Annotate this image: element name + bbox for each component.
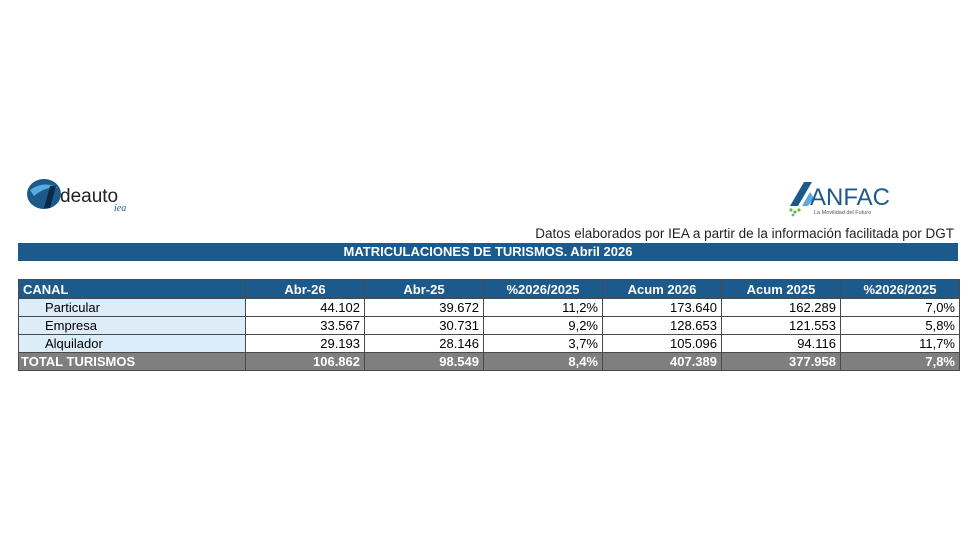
total-cell: 106.862 — [245, 352, 365, 371]
col-header-abr-26: Abr-26 — [245, 279, 365, 299]
col-header-pct-month: %2026/2025 — [483, 279, 603, 299]
cell: 3,7% — [483, 334, 603, 353]
row-label: Alquilador — [18, 334, 246, 353]
cell: 105.096 — [602, 334, 722, 353]
col-header-acum-2025: Acum 2025 — [721, 279, 841, 299]
cell: 11,2% — [483, 298, 603, 317]
cell: 33.567 — [245, 316, 365, 335]
table-row: Alquilador 29.193 28.146 3,7% 105.096 94… — [18, 334, 960, 353]
col-header-pct-acum: %2026/2025 — [840, 279, 960, 299]
ideauto-logo: deauto iea — [27, 179, 126, 214]
anfac-logo: ANFAC La Movilidad del Futuro — [789, 182, 890, 217]
total-cell: 407.389 — [602, 352, 722, 371]
source-note: Datos elaborados por IEA a partir de la … — [535, 226, 954, 241]
cell: 39.672 — [364, 298, 484, 317]
cell: 11,7% — [840, 334, 960, 353]
cell: 44.102 — [245, 298, 365, 317]
total-cell: 377.958 — [721, 352, 841, 371]
cell: 162.289 — [721, 298, 841, 317]
total-row: TOTAL TURISMOS 106.862 98.549 8,4% 407.3… — [18, 352, 960, 371]
cell: 30.731 — [364, 316, 484, 335]
cell: 121.553 — [721, 316, 841, 335]
col-header-acum-2026: Acum 2026 — [602, 279, 722, 299]
total-cell: 98.549 — [364, 352, 484, 371]
cell: 173.640 — [602, 298, 722, 317]
cell: 29.193 — [245, 334, 365, 353]
table-title: MATRICULACIONES DE TURISMOS. Abril 2026 — [18, 243, 958, 261]
cell: 7,0% — [840, 298, 960, 317]
row-label: Particular — [18, 298, 246, 317]
anfac-logo-tagline: La Movilidad del Futuro — [814, 210, 871, 216]
cell: 128.653 — [602, 316, 722, 335]
registrations-table: CANAL Abr-26 Abr-25 %2026/2025 Acum 2026… — [18, 279, 960, 371]
total-cell: 8,4% — [483, 352, 603, 371]
col-header-abr-25: Abr-25 — [364, 279, 484, 299]
cell: 28.146 — [364, 334, 484, 353]
ideauto-logo-sub: iea — [114, 203, 126, 214]
cell: 5,8% — [840, 316, 960, 335]
cell: 9,2% — [483, 316, 603, 335]
table-header-row: CANAL Abr-26 Abr-25 %2026/2025 Acum 2026… — [18, 279, 960, 299]
ideauto-logo-text: deauto — [60, 186, 118, 207]
anfac-logo-text: ANFAC — [810, 184, 890, 211]
table-row: Particular 44.102 39.672 11,2% 173.640 1… — [18, 298, 960, 317]
total-cell: 7,8% — [840, 352, 960, 371]
row-label: Empresa — [18, 316, 246, 335]
col-header-canal: CANAL — [18, 279, 246, 299]
total-label: TOTAL TURISMOS — [18, 352, 246, 371]
cell: 94.116 — [721, 334, 841, 353]
table-row: Empresa 33.567 30.731 9,2% 128.653 121.5… — [18, 316, 960, 335]
